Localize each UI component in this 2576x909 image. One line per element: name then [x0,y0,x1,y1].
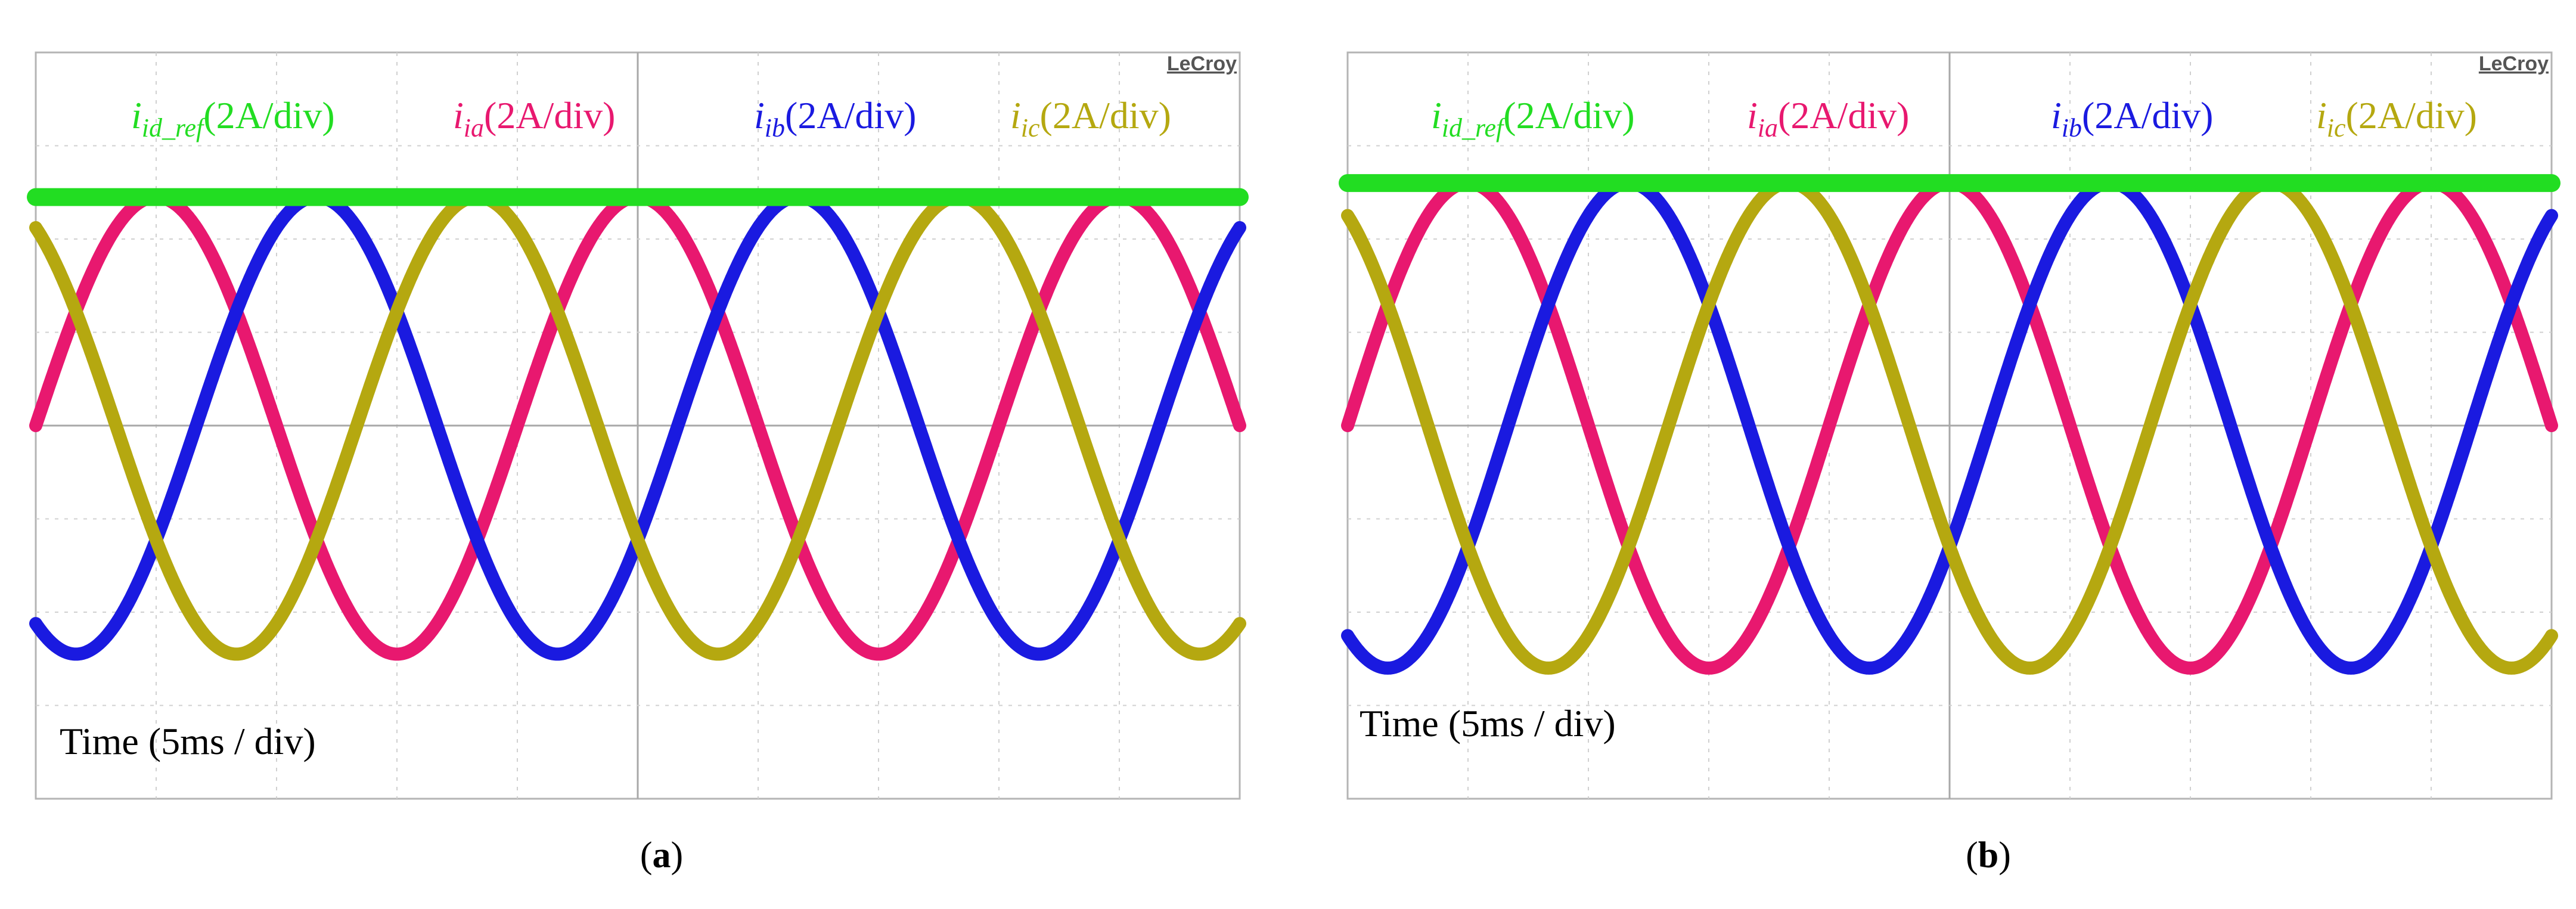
time-axis-label: Time (5ms / div) [60,720,316,762]
waveform-i_ic [1341,176,2558,675]
legend-label-scale: (2A/div) [2082,94,2213,136]
brand-label: LeCroy [2479,52,2549,75]
legend-label-i_ic: iic(2A/div) [1010,94,1171,142]
panel-a: iid_ref(2A/div) iia(2A/div) iib(2A/div) iic… [27,51,1249,876]
legend-label-subscript: ia [464,113,484,142]
legend-label-scale: (2A/div) [785,94,916,136]
oscilloscope-plot-b: iid_ref(2A/div) iia(2A/div) iib(2A/div) iic… [1339,51,2561,800]
legend-label-scale: (2A/div) [484,94,615,136]
panel-b: iid_ref(2A/div) iia(2A/div) iib(2A/div) iic… [1288,0,2576,909]
legend-label-main: i [2316,94,2327,136]
legend-label-main: i [1747,94,1758,136]
legend-label-main: i [453,94,464,136]
legend-label-i_id_ref: iid_ref(2A/div) [131,94,335,142]
oscilloscope-plot-a: iid_ref(2A/div) iia(2A/div) iib(2A/div) iic… [27,51,1249,800]
caption-b: (b) [1966,835,2011,876]
legend-label-subscript: ic [1021,113,1040,142]
legend-label-i_ib: iib(2A/div) [2051,94,2213,142]
legend-label-main: i [2051,94,2062,136]
legend-label-scale: (2A/div) [1040,94,1171,136]
brand-label: LeCroy [1167,52,1237,75]
legend-label-subscript: id_ref [1442,113,1507,142]
caption-a: (a) [640,835,684,876]
legend-label-scale: (2A/div) [1778,94,1909,136]
legend-label-scale: (2A/div) [1503,94,1634,136]
legend-label-i_id_ref: iid_ref(2A/div) [1431,94,1635,142]
legend-label-main: i [1431,94,1442,136]
legend-label-i_ia: iia(2A/div) [1747,94,1909,142]
legend-label-subscript: id_ref [142,113,207,142]
legend-label-i_ib: iib(2A/div) [754,94,916,142]
waveform-i_ic [29,190,1246,661]
legend-label-subscript: ib [2062,113,2082,142]
legend-label-main: i [131,94,142,136]
legend-label-scale: (2A/div) [2346,94,2477,136]
legend-label-main: i [1010,94,1021,136]
legend-label-subscript: ib [765,113,785,142]
legend-label-i_ia: iia(2A/div) [453,94,615,142]
legend-label-scale: (2A/div) [203,94,334,136]
legend-label-main: i [754,94,765,136]
legend-label-subscript: ic [2327,113,2346,142]
legend-label-subscript: ia [1758,113,1778,142]
time-axis-label: Time (5ms / div) [1360,702,1616,744]
legend-label-i_ic: iic(2A/div) [2316,94,2477,142]
